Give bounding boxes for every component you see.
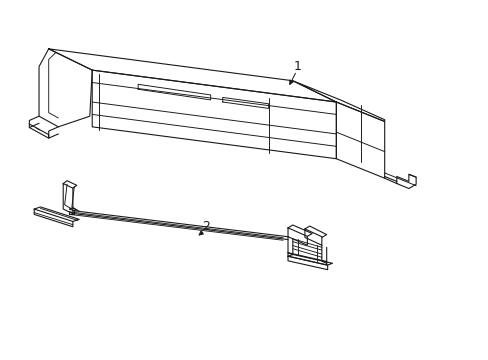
Text: 1: 1 <box>293 60 301 73</box>
Text: 2: 2 <box>202 220 209 233</box>
